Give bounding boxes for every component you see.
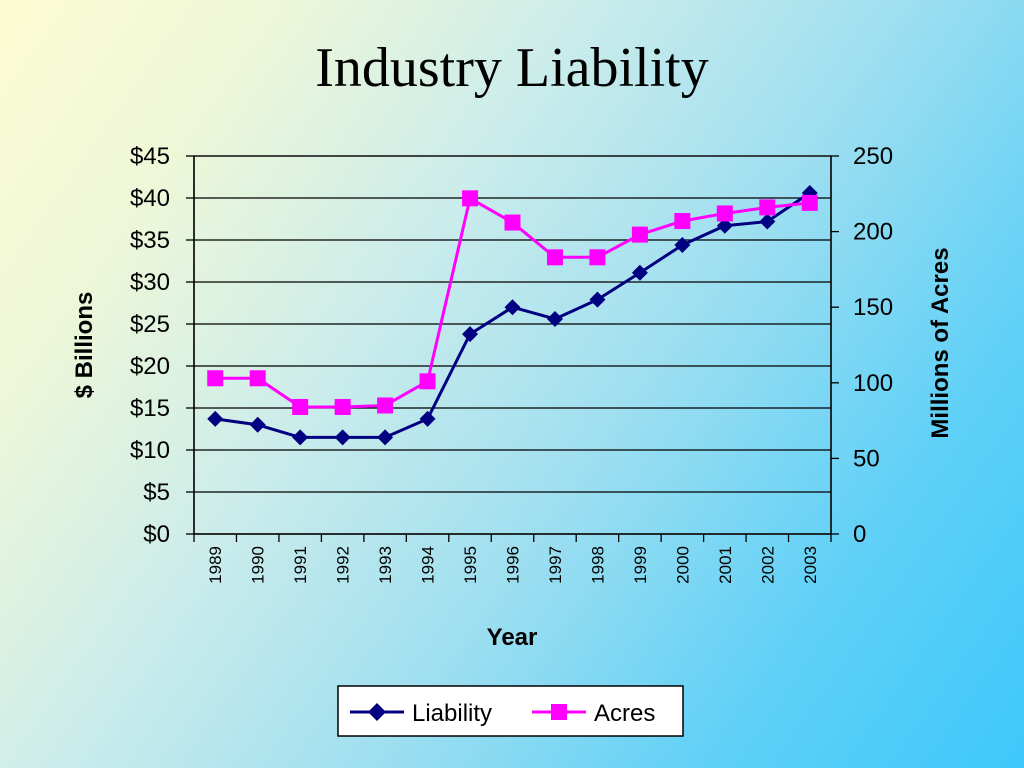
legend: Liability Acres: [337, 685, 684, 737]
x-axis-title: Year: [487, 624, 538, 651]
y-tick-label: $25: [130, 311, 170, 338]
data-point-acres: [292, 398, 309, 415]
y2-tick-label: 100: [853, 370, 893, 397]
y2-tick-label: 50: [853, 445, 880, 472]
data-point-liability: [334, 429, 351, 446]
data-point-acres: [716, 205, 733, 222]
y2-axis-ticks: 0 50 100 150 200 250: [831, 143, 893, 548]
data-point-acres: [759, 199, 776, 216]
y-axis-title: $ Billions: [71, 292, 98, 399]
data-point-acres: [801, 194, 818, 211]
data-point-acres: [589, 249, 606, 266]
data-point-liability: [504, 299, 521, 316]
x-tick-label: 1991: [291, 546, 310, 584]
legend-acres-label: Acres: [594, 700, 655, 727]
data-point-liability: [419, 410, 436, 427]
x-tick-label: 2003: [801, 546, 820, 584]
data-point-liability: [631, 264, 648, 281]
y-tick-label: $35: [130, 227, 170, 254]
legend-liability-marker: [368, 703, 386, 721]
plot-area: [193, 155, 832, 535]
x-tick-label: 1990: [249, 546, 268, 584]
series-layer: [207, 184, 818, 446]
y2-tick-label: 250: [853, 143, 893, 170]
data-point-acres: [377, 397, 394, 414]
y-tick-label: $45: [130, 143, 170, 170]
data-point-liability: [462, 326, 479, 343]
x-tick-label: 1995: [461, 546, 480, 584]
x-tick-label: 1993: [376, 546, 395, 584]
slide-title: Industry Liability: [315, 37, 709, 99]
data-point-liability: [292, 429, 309, 446]
x-tick-label: 1989: [206, 546, 225, 584]
data-point-liability: [377, 429, 394, 446]
x-tick-label: 2001: [716, 546, 735, 584]
data-point-liability: [207, 410, 224, 427]
data-point-liability: [546, 310, 563, 327]
y-tick-label: $5: [143, 479, 170, 506]
data-point-liability: [589, 291, 606, 308]
y-tick-label: $30: [130, 269, 170, 296]
legend-liability-label: Liability: [412, 700, 492, 727]
y2-tick-label: 150: [853, 294, 893, 321]
legend-acres-marker: [551, 704, 567, 720]
x-tick-label: 1996: [504, 546, 523, 584]
data-point-liability: [674, 237, 691, 254]
data-point-acres: [674, 213, 691, 230]
y2-axis-title: Millions of Acres: [927, 247, 954, 438]
y-tick-label: $0: [143, 521, 170, 548]
x-tick-label: 1999: [631, 546, 650, 584]
y-tick-label: $20: [130, 353, 170, 380]
x-axis-ticks: 1989 1990 1991 1992 1993 1994 1995 1996 1997 1998…: [193, 534, 832, 584]
x-tick-label: 2000: [673, 546, 692, 584]
data-point-liability: [716, 217, 733, 234]
x-tick-label: 1992: [334, 546, 353, 584]
data-point-acres: [207, 370, 224, 387]
data-point-acres: [631, 226, 648, 243]
x-tick-label: 2002: [758, 546, 777, 584]
data-point-acres: [419, 373, 436, 390]
data-point-liability: [249, 416, 266, 433]
x-tick-label: 1998: [588, 546, 607, 584]
x-tick-label: 1994: [419, 546, 438, 584]
data-point-acres: [546, 249, 563, 266]
y2-tick-label: 200: [853, 219, 893, 246]
data-point-acres: [462, 190, 479, 207]
x-tick-label: 1997: [546, 546, 565, 584]
series-acres: [207, 190, 818, 415]
data-point-acres: [249, 370, 266, 387]
data-point-liability: [759, 213, 776, 230]
y-tick-label: $10: [130, 437, 170, 464]
y-tick-label: $15: [130, 395, 170, 422]
y-tick-label: $40: [130, 185, 170, 212]
y-axis-ticks: $0 $5 $10 $15 $20 $25 $30 $35 $40 $45: [130, 143, 194, 548]
series-liability: [207, 184, 818, 446]
data-point-acres: [334, 398, 351, 415]
gridlines: [194, 155, 831, 493]
data-point-acres: [504, 214, 521, 231]
y2-tick-label: 0: [853, 521, 866, 548]
